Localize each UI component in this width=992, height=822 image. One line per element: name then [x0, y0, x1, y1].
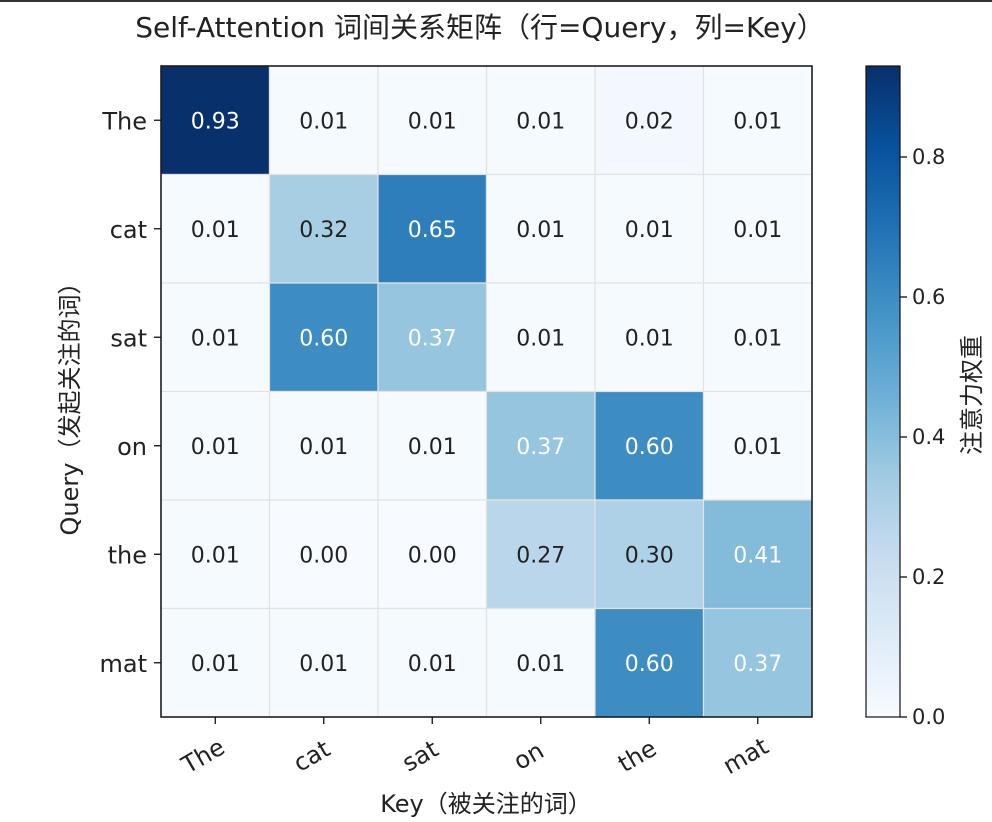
y-tick-label: on — [117, 433, 147, 461]
cell-value-label: 0.93 — [191, 109, 240, 134]
cell-value-label: 0.01 — [516, 326, 565, 351]
y-axis-label: Query（发起关注的词） — [56, 271, 84, 536]
colorbar-ticks: 0.0 0.2 0.4 0.6 0.8 — [900, 145, 945, 729]
cell-value-label: 0.01 — [733, 326, 782, 351]
cell-value-label: 0.27 — [516, 543, 565, 568]
cell-value-label: 0.37 — [408, 326, 457, 351]
cell-value-label: 0.01 — [191, 326, 240, 351]
heatmap-cell — [268, 173, 379, 284]
heatmap-cell — [594, 390, 705, 501]
cell-value-label: 0.01 — [516, 218, 565, 243]
chart-title: Self-Attention 词间关系矩阵（行=Query，列=Key） — [135, 11, 825, 44]
heatmap-cell — [160, 282, 271, 393]
y-tick-label: mat — [100, 650, 148, 678]
plot-frame — [160, 65, 813, 718]
heatmap-cell — [377, 173, 488, 284]
colorbar — [865, 65, 901, 718]
heatmap-cell — [268, 607, 379, 718]
heatmap-cell — [485, 173, 596, 284]
x-axis-label: Key（被关注的词） — [380, 790, 592, 818]
y-tick-label: sat — [110, 324, 147, 352]
heatmap-cell — [702, 499, 813, 610]
cell-value-label: 0.02 — [625, 109, 674, 134]
y-tick-label: the — [108, 541, 147, 569]
colorbar-tick-label: 0.0 — [912, 705, 945, 729]
heatmap-cell — [485, 607, 596, 718]
cell-value-label: 0.37 — [516, 435, 565, 460]
cell-value-label: 0.01 — [191, 652, 240, 677]
cell-value-label: 0.37 — [733, 652, 782, 677]
cell-value-label: 0.01 — [733, 109, 782, 134]
cell-value-label: 0.41 — [733, 543, 782, 568]
colorbar-tick-label: 0.6 — [912, 285, 945, 309]
heatmap-cell — [702, 607, 813, 718]
cell-value-label: 0.01 — [516, 109, 565, 134]
cell-value-label: 0.60 — [625, 435, 674, 460]
cell-value-label: 0.01 — [191, 543, 240, 568]
heatmap-cell — [377, 499, 488, 610]
colorbar-tick-label: 0.2 — [912, 565, 945, 589]
cell-value-label: 0.01 — [408, 109, 457, 134]
heatmap-cell-labels: 0.93 0.01 0.01 0.01 0.02 0.01 0.01 0.32 0.65 0.01… — [191, 109, 782, 677]
cell-value-label: 0.60 — [625, 652, 674, 677]
cell-value-label: 0.30 — [625, 543, 674, 568]
heatmap-cell — [594, 173, 705, 284]
x-tick-label: sat — [397, 735, 443, 778]
cell-value-label: 0.01 — [408, 435, 457, 460]
heatmap-cell — [377, 607, 488, 718]
heatmap-cell — [160, 390, 271, 501]
x-axis-ticks: The cat sat on the mat — [176, 717, 773, 780]
cell-value-label: 0.01 — [191, 435, 240, 460]
x-tick-label: mat — [718, 732, 773, 780]
cell-value-label: 0.60 — [299, 326, 348, 351]
cell-value-label: 0.01 — [408, 652, 457, 677]
x-tick-label: the — [613, 734, 661, 778]
heatmap-cell — [268, 65, 379, 176]
cell-value-label: 0.01 — [625, 218, 674, 243]
heatmap-cell — [268, 390, 379, 501]
colorbar-label: 注意力权重 — [958, 335, 986, 455]
y-tick-label: The — [101, 107, 147, 135]
cell-value-label: 0.65 — [408, 218, 457, 243]
heatmap-cell — [377, 390, 488, 501]
heatmap-cell — [702, 390, 813, 501]
heatmap-cell — [160, 499, 271, 610]
colorbar-tick-label: 0.4 — [912, 425, 945, 449]
cell-value-label: 0.01 — [733, 435, 782, 460]
x-tick-label: on — [509, 736, 549, 775]
cell-value-label: 0.00 — [408, 543, 457, 568]
cell-value-label: 0.01 — [516, 652, 565, 677]
cell-value-label: 0.01 — [299, 652, 348, 677]
heatmap-cells — [160, 65, 813, 718]
cell-value-label: 0.01 — [733, 218, 782, 243]
cell-value-label: 0.32 — [299, 218, 348, 243]
heatmap-cell — [377, 282, 488, 393]
y-axis-ticks: The cat sat on the mat — [100, 107, 161, 678]
cell-value-label: 0.01 — [625, 326, 674, 351]
cell-value-label: 0.01 — [299, 109, 348, 134]
cell-value-label: 0.00 — [299, 543, 348, 568]
heatmap-cell — [702, 173, 813, 284]
cell-value-label: 0.01 — [299, 435, 348, 460]
heatmap-cell — [485, 499, 596, 610]
x-tick-label: The — [176, 733, 230, 780]
cell-value-label: 0.01 — [191, 218, 240, 243]
colorbar-tick-label: 0.8 — [912, 145, 945, 169]
heatmap-cell — [594, 499, 705, 610]
y-tick-label: cat — [110, 216, 147, 244]
heatmap-cell — [485, 282, 596, 393]
top-border-line — [0, 0, 992, 2]
heatmap-cell — [702, 282, 813, 393]
heatmap-cell — [268, 499, 379, 610]
heatmap-cell — [594, 607, 705, 718]
heatmap-cell — [594, 282, 705, 393]
x-tick-label: cat — [289, 735, 335, 778]
